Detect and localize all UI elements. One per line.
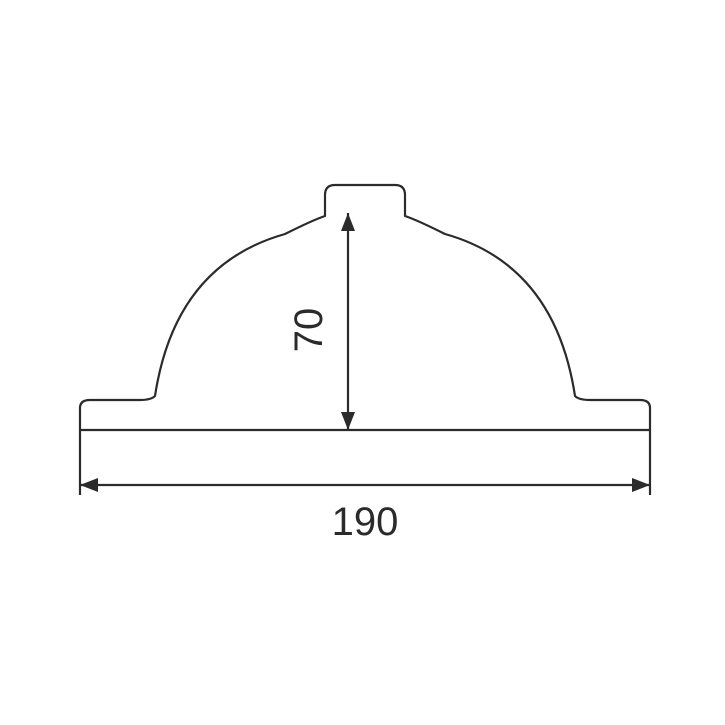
height-dimension-label: 70 bbox=[287, 308, 331, 353]
width-dimension-label: 190 bbox=[332, 500, 399, 544]
technical-drawing: 190 70 bbox=[0, 0, 725, 725]
